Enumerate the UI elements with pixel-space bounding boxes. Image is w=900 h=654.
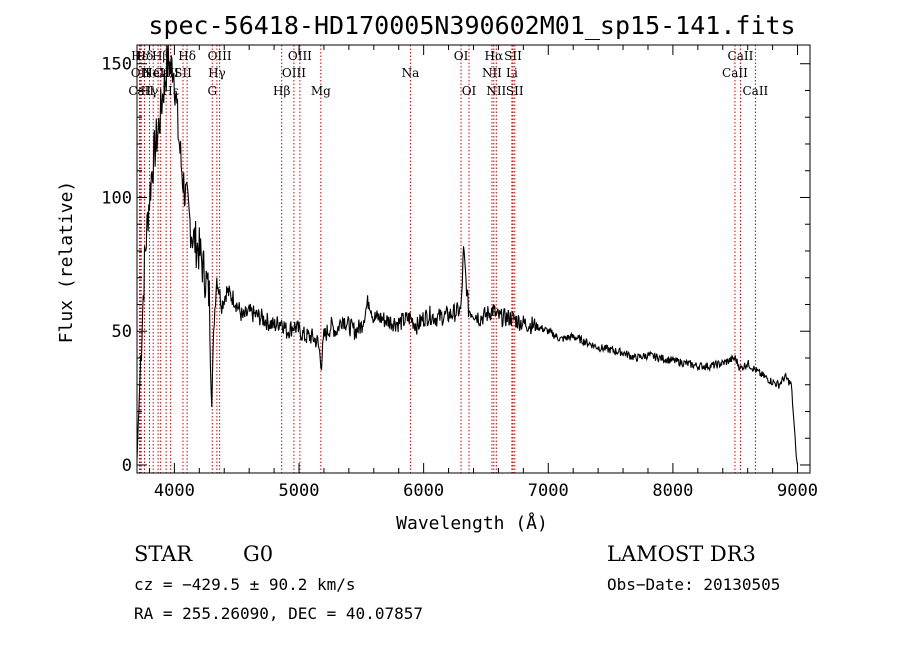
line-label-5: HeI <box>142 66 165 80</box>
line-label-23: Hα <box>485 49 504 63</box>
line-label-0: Hε <box>131 49 148 63</box>
line-label-6: NeIII <box>142 66 174 80</box>
line-label-24: NII <box>486 84 506 98</box>
line-label-13: Hγ <box>208 66 226 80</box>
redshift-velocity: cz = −429.5 ± 90.2 km/s <box>134 575 356 594</box>
survey-name: LAMOST DR3 <box>607 542 756 566</box>
line-label-3: CaII <box>128 84 154 98</box>
line-label-22: NII <box>482 66 502 80</box>
line-label-20: OI <box>454 49 469 63</box>
line-label-12: G <box>207 84 217 98</box>
line-label-27: SII <box>506 84 524 98</box>
line-label-11: Hδ <box>178 49 196 63</box>
line-label-29: CaII <box>728 49 754 63</box>
line-label-15: Hβ <box>273 84 290 98</box>
line-label-28: CaII <box>722 66 748 80</box>
line-label-18: Mg <box>311 84 331 98</box>
line-label-1: Hδ <box>136 49 154 63</box>
object-class: STAR <box>134 542 193 566</box>
x-tick-label-3: 7000 <box>528 481 569 501</box>
x-tick-label-5: 9000 <box>777 481 818 501</box>
line-label-10: SII <box>174 66 192 80</box>
line-label-19: Na <box>402 66 420 80</box>
spectrum-line <box>136 44 799 466</box>
line-label-26: Li <box>506 66 518 80</box>
line-label-17: OIII <box>288 49 312 63</box>
axis-ticks-group: 4000 5000 6000 7000 8000 9000 0 50 100 150 <box>101 45 818 501</box>
line-label-16: OIII <box>282 66 306 80</box>
line-label-25: SII <box>504 49 522 63</box>
x-tick-label-2: 6000 <box>403 481 444 501</box>
line-label-9: Hε <box>162 84 179 98</box>
x-tick-label-4: 8000 <box>652 481 693 501</box>
line-label-7: Hβ <box>152 49 169 63</box>
line-label-4: Hγ <box>141 84 159 98</box>
line-markers-group <box>138 45 756 473</box>
coordinates: RA = 255.26090, DEC = 40.07857 <box>134 604 423 623</box>
object-subclass: G0 <box>243 542 273 566</box>
plot-frame <box>136 44 811 474</box>
observation-date: Obs−Date: 20130505 <box>607 575 780 594</box>
x-tick-label-1: 5000 <box>279 481 320 501</box>
y-tick-label-2: 100 <box>101 188 132 208</box>
y-axis-label: Flux (relative) <box>56 181 77 344</box>
spectrum-series-group <box>136 44 799 466</box>
line-label-2: OII <box>131 66 151 80</box>
chart-title: spec-56418-HD170005N390602M01_sp15-141.f… <box>148 11 795 40</box>
line-label-21: OI <box>462 84 477 98</box>
line-label-8: CaII <box>153 66 179 80</box>
y-tick-label-3: 150 <box>101 55 132 75</box>
x-axis-label: Wavelength (Å) <box>396 512 548 534</box>
line-label-30: CaII <box>742 84 768 98</box>
x-tick-label-0: 4000 <box>154 481 195 501</box>
line-label-14: OIII <box>208 49 232 63</box>
y-tick-label-1: 50 <box>112 322 132 342</box>
line-labels-group: HεHδOIICaIIHγHeINeIIIHβCaIIHεSIIHδGHγOII… <box>128 49 768 98</box>
y-tick-label-0: 0 <box>122 456 132 476</box>
